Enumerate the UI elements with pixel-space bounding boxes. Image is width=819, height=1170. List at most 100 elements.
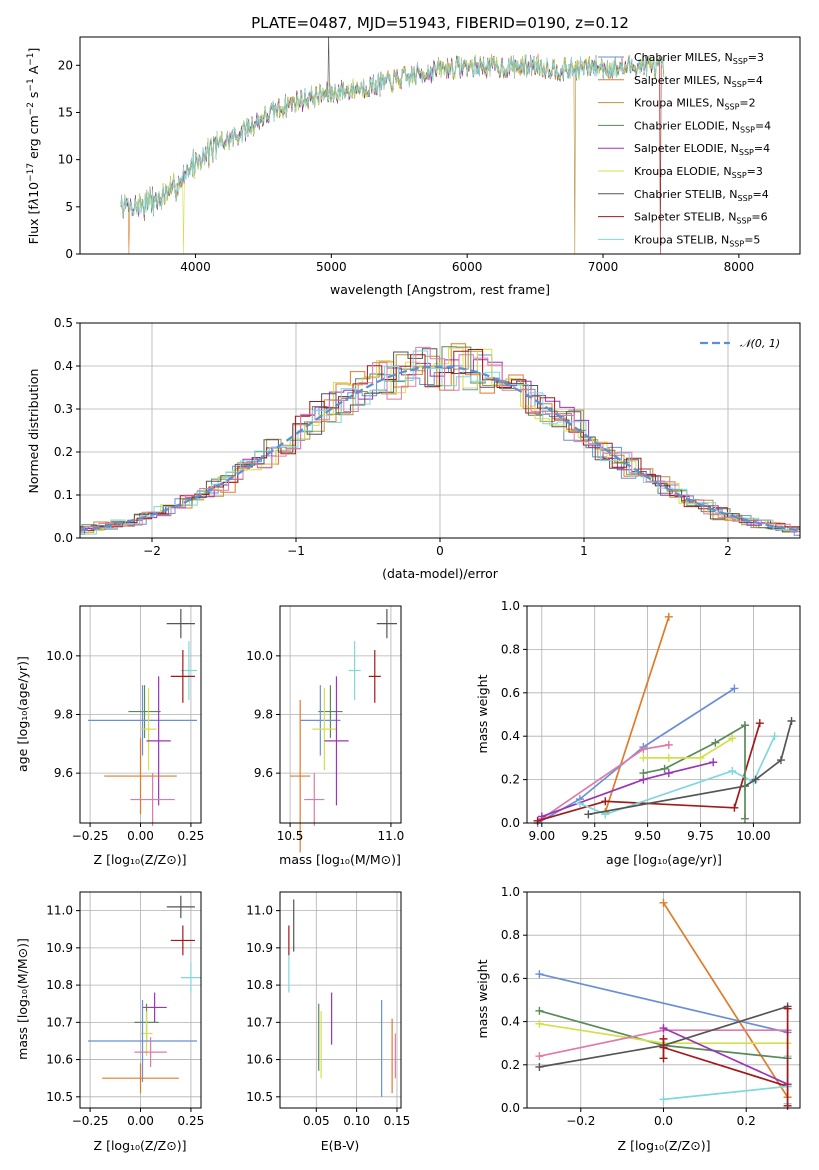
p6-xtick-label: −0.2	[566, 1114, 595, 1128]
p5-ytick-label: 10.5	[246, 1090, 273, 1104]
p6-xtick-label: 0.2	[737, 1114, 756, 1128]
axes-frame	[79, 36, 801, 255]
series-line	[643, 724, 746, 774]
p3-ytick-label: 0.2	[501, 773, 520, 787]
series-line	[539, 973, 788, 1034]
spectrum-ytick-label: 0	[65, 247, 73, 261]
plus-marker	[664, 612, 673, 621]
age-vs-mass-panel: 10.5 11.0 9.6 9.8 10.0	[246, 605, 405, 853]
plus-marker	[730, 803, 739, 812]
series-line	[537, 722, 761, 822]
legend-entry: Chabrier STELIB, NSSP=4	[634, 188, 769, 203]
p5-ytick-label: 11.0	[246, 904, 273, 918]
residuals-xtick-label: 0	[436, 544, 444, 558]
p3-xtick-label: 9.25	[581, 829, 608, 843]
plus-marker	[711, 738, 720, 747]
plus-marker	[575, 799, 584, 808]
series-line	[663, 1085, 788, 1101]
data-point	[348, 641, 361, 700]
data-point	[312, 688, 337, 771]
residuals-ytick-label: 0.5	[54, 316, 73, 330]
p6-xtick-label: 0.0	[654, 1114, 673, 1128]
series-line	[541, 744, 669, 820]
p4-ytick-label: 10.9	[46, 941, 73, 955]
data-point	[134, 1037, 167, 1068]
p3-xlabel: age [log₁₀(age/yr)]	[606, 852, 722, 867]
residuals-ylabel: Normed distribution	[26, 369, 41, 494]
data-point	[104, 737, 177, 815]
plus-marker	[601, 797, 610, 806]
p3-ytick-label: 1.0	[501, 599, 520, 613]
legend-entry: Salpeter MILES, NSSP=4	[634, 74, 763, 89]
p3-xtick-label: 9.50	[634, 829, 661, 843]
legend-entry: Chabrier MILES, NSSP=3	[634, 51, 764, 66]
data-point	[318, 685, 343, 738]
plus-marker	[787, 717, 796, 726]
legend-entry: Salpeter STELIB, NSSP=6	[634, 211, 768, 226]
series-line	[663, 1046, 788, 1088]
data-point	[324, 676, 349, 806]
spectrum-xtick-label: 6000	[452, 260, 483, 274]
p4-xtick-label: −0.25	[72, 1114, 109, 1128]
p2-xlabel: mass [log₁₀(M/M⊙)]	[279, 852, 401, 867]
p1-xlabel: Z [log₁₀(Z/Z⊙)]	[94, 852, 187, 867]
p5-xtick-label: 0.15	[384, 1114, 411, 1128]
p3-ytick-label: 0.4	[501, 729, 520, 743]
p4-ytick-label: 10.8	[46, 978, 73, 992]
series-line	[662, 902, 789, 1098]
plus-marker	[730, 684, 739, 693]
residuals-xtick-label: −2	[143, 544, 161, 558]
series-line	[541, 761, 714, 818]
p6-ytick-label: 0.4	[501, 1015, 520, 1029]
p1-ytick-label: 10.0	[46, 649, 73, 663]
data-point	[146, 676, 171, 806]
legend-entry: Kroupa MILES, NSSP=2	[634, 97, 756, 112]
p4-xlabel: Z [log₁₀(Z/Z⊙)]	[94, 1138, 187, 1153]
data-point	[88, 1000, 197, 1082]
spectrum-line	[120, 55, 664, 219]
p6-ylabel: mass weight	[475, 959, 490, 1038]
spectrum-xtick-label: 7000	[588, 260, 619, 274]
residuals-ytick-label: 0.0	[54, 531, 73, 545]
p4-ylabel: mass [log₁₀(M/M⊙)]	[15, 938, 30, 1060]
p2-ytick-label: 9.8	[254, 708, 273, 722]
plus-marker	[740, 814, 749, 823]
p5-xlabel: E(B-V)	[321, 1138, 360, 1153]
spectrum-xtick-label: 4000	[180, 260, 211, 274]
data-point	[376, 608, 397, 639]
plus-marker	[535, 1019, 544, 1028]
spectrum-line	[120, 54, 664, 220]
legend-entry: Salpeter ELODIE, NSSP=4	[634, 142, 770, 157]
p2-xtick-label: 11.0	[378, 829, 405, 843]
p3-ytick-label: 0.0	[501, 816, 520, 830]
plus-marker	[659, 1095, 668, 1104]
plus-marker	[535, 1062, 544, 1071]
plus-marker	[659, 1034, 668, 1043]
legend-gaussian: 𝒩(0, 1)	[740, 337, 780, 350]
plus-marker	[664, 769, 673, 778]
p5-ytick-label: 10.8	[246, 978, 273, 992]
plus-marker	[783, 1101, 792, 1110]
p5-xtick-label: 0.10	[343, 1114, 370, 1128]
plus-marker	[660, 764, 669, 773]
plus-marker	[535, 970, 544, 979]
residuals-xlabel: (data-model)/error	[382, 566, 499, 581]
spectrum-title: PLATE=0487, MJD=51943, FIBERID=0190, z=0…	[251, 14, 629, 32]
p1-ytick-label: 9.8	[54, 708, 73, 722]
plus-marker	[639, 745, 648, 754]
plus-marker	[659, 1054, 668, 1063]
p6-ytick-label: 0.8	[501, 928, 520, 942]
legend-entry: Chabrier ELODIE, NSSP=4	[634, 119, 771, 134]
legend-entry: Kroupa STELIB, NSSP=5	[634, 233, 760, 248]
data-point	[166, 608, 195, 639]
p3-ylabel: mass weight	[475, 674, 490, 753]
plus-marker	[728, 766, 737, 775]
residuals-ytick-label: 0.1	[54, 488, 73, 502]
data-point	[290, 699, 311, 853]
data-point	[170, 649, 195, 703]
p3-ytick-label: 0.6	[501, 686, 520, 700]
p3-ytick-label: 0.8	[501, 642, 520, 656]
p4-ytick-label: 11.0	[46, 904, 73, 918]
residuals-panel: −2 −1 0 1 2 0.0 0.1 0.2 0.3 0.4 0.5 𝒩(0, 1)	[54, 316, 801, 558]
